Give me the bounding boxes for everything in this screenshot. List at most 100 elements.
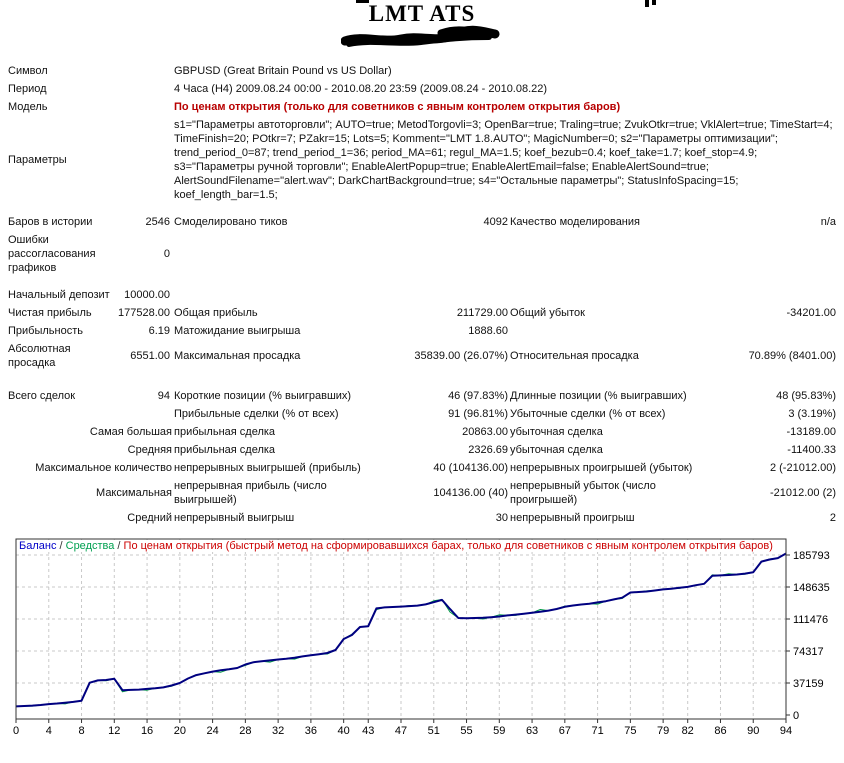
x-tick-label: 90 bbox=[747, 725, 759, 737]
stat-value: 10000.00 bbox=[124, 289, 170, 301]
stat-value: 48 (95.83%) bbox=[776, 390, 837, 402]
stats-row: Начальный депозит 10000.00 bbox=[8, 277, 838, 304]
stat-label: Абсолютная просадка bbox=[8, 343, 71, 369]
strategy-tester-report-table: Символ GBPUSD (Great Britain Pound vs US … bbox=[8, 62, 838, 527]
stat-label-value: Прибыльность 6.19 bbox=[8, 322, 174, 340]
balance-line bbox=[15, 552, 787, 708]
x-tick-label: 94 bbox=[780, 725, 792, 737]
stat-value: По ценам открытия (только для советников… bbox=[174, 101, 621, 113]
stat-label bbox=[174, 277, 380, 304]
stat-label: непрерывный выигрыш bbox=[174, 512, 295, 524]
x-tick-label: 86 bbox=[714, 725, 726, 737]
stat-value: n/a bbox=[820, 216, 837, 228]
stat-label-value: Чистая прибыль 177528.00 bbox=[8, 304, 174, 322]
y-tick-label: 185793 bbox=[793, 550, 830, 562]
x-tick-label: 75 bbox=[624, 725, 636, 737]
stat-value bbox=[710, 322, 838, 340]
stats-row: Прибыльные сделки (% от всех) 91 (96.81%)… bbox=[8, 405, 838, 423]
stat-label: Убыточные сделки (% от всех) bbox=[510, 408, 666, 420]
cropped-text-fragment bbox=[356, 0, 369, 3]
cropped-text-fragment bbox=[645, 0, 649, 7]
stats-row: Баров в истории 2546 Смоделировано тиков 40… bbox=[8, 204, 838, 231]
stat-value bbox=[380, 277, 510, 304]
legend-separator: / bbox=[56, 540, 66, 552]
stats-row: Средний непрерывный выигрыш 30 непрерывный … bbox=[8, 509, 838, 527]
report-header: LMT ATS bbox=[0, 0, 844, 62]
x-tick-label: 71 bbox=[591, 725, 603, 737]
stat-value: 4 Часа (H4) 2009.08.24 00:00 - 2010.08.2… bbox=[174, 83, 548, 95]
stat-label: Максимальная bbox=[96, 487, 172, 499]
x-tick-label: 51 bbox=[428, 725, 440, 737]
stat-label: Прибыльность bbox=[8, 325, 83, 337]
stat-value: 2326.69 bbox=[468, 444, 508, 456]
stat-label: Средний bbox=[127, 512, 172, 524]
x-tick-label: 0 bbox=[13, 725, 19, 737]
stat-value: -34201.00 bbox=[786, 307, 837, 319]
x-tick-label: 47 bbox=[395, 725, 407, 737]
stat-label: Относительная просадка bbox=[510, 350, 639, 362]
stat-value: 70.89% (8401.00) bbox=[748, 350, 837, 362]
stats-row: Абсолютная просадка 6551.00 Максимальная п… bbox=[8, 340, 838, 372]
stat-value: 3 (3.19%) bbox=[788, 408, 837, 420]
x-tick-label: 79 bbox=[657, 725, 669, 737]
x-tick-label: 43 bbox=[362, 725, 374, 737]
stat-label: Самая большая bbox=[89, 426, 172, 438]
x-tick-label: 20 bbox=[174, 725, 186, 737]
stat-label: Общая прибыль bbox=[174, 307, 258, 319]
stat-label bbox=[174, 231, 380, 277]
stats-row: Параметры s1="Параметры автоторговли"; AU… bbox=[8, 116, 838, 204]
stat-label-value: Ошибки рассогласования графиков 0 bbox=[8, 231, 174, 277]
x-tick-label: 28 bbox=[239, 725, 251, 737]
x-tick-label: 4 bbox=[46, 725, 52, 737]
legend-balance-label: Баланс bbox=[19, 540, 57, 552]
stat-value bbox=[710, 277, 838, 304]
x-tick-label: 12 bbox=[108, 725, 120, 737]
stat-label: Общий убыток bbox=[510, 307, 585, 319]
stat-label: прибыльная сделка bbox=[174, 444, 276, 456]
stat-value: -11400.33 bbox=[787, 444, 837, 456]
stat-label: Начальный депозит bbox=[8, 289, 110, 301]
stat-value: 40 (104136.00) bbox=[433, 462, 508, 474]
stat-label: Максимальное количество bbox=[35, 462, 172, 474]
x-tick-label: 16 bbox=[141, 725, 153, 737]
legend-model-label: По ценам открытия (быстрый метод на сфор… bbox=[123, 540, 773, 552]
cropped-text-fragment bbox=[652, 0, 656, 5]
stat-label-value: Всего сделок 94 bbox=[8, 372, 174, 405]
y-tick-label: 37159 bbox=[793, 678, 824, 690]
stat-value bbox=[380, 231, 510, 277]
stat-label: Период bbox=[8, 83, 47, 95]
stat-value bbox=[710, 231, 838, 277]
stat-label: Параметры bbox=[8, 154, 67, 166]
stats-row: Период 4 Часа (H4) 2009.08.24 00:00 - 201… bbox=[8, 80, 838, 98]
stats-row: Модель По ценам открытия (только для сове… bbox=[8, 98, 838, 116]
stat-label: Баров в истории bbox=[8, 216, 93, 228]
stat-value: -21012.00 (2) bbox=[769, 487, 837, 499]
x-tick-label: 8 bbox=[78, 725, 84, 737]
stat-value: 30 bbox=[495, 512, 508, 524]
x-tick-label: 82 bbox=[682, 725, 694, 737]
stat-label: Символ bbox=[8, 65, 48, 77]
stats-row: Максимальная непрерывная прибыль (число в… bbox=[8, 477, 838, 509]
legend-separator: / bbox=[114, 540, 124, 552]
stat-value: GBPUSD (Great Britain Pound vs US Dollar… bbox=[174, 65, 392, 77]
stat-label: непрерывных выигрышей (прибыль) bbox=[174, 462, 361, 474]
stat-value: 35839.00 (26.07%) bbox=[414, 350, 508, 362]
redaction-scribble bbox=[341, 25, 500, 47]
stat-label-value: Абсолютная просадка 6551.00 bbox=[8, 340, 174, 372]
stat-value: 6551.00 bbox=[130, 350, 170, 362]
x-tick-label: 55 bbox=[460, 725, 472, 737]
x-tick-label: 32 bbox=[272, 725, 284, 737]
stat-label: Качество моделирования bbox=[510, 216, 640, 228]
x-tick-label: 40 bbox=[338, 725, 350, 737]
stat-value: 2546 bbox=[145, 216, 170, 228]
stat-label: Чистая прибыль bbox=[8, 307, 92, 319]
stat-label: Длинные позиции (% выигравших) bbox=[510, 390, 687, 402]
legend-equity-label: Средства bbox=[65, 540, 115, 552]
stats-row: Всего сделок 94 Короткие позиции (% выигра… bbox=[8, 372, 838, 405]
stat-value: 91 (96.81%) bbox=[448, 408, 508, 420]
stats-row: Прибыльность 6.19 Матожидание выигрыша 1888… bbox=[8, 322, 838, 340]
y-tick-label: 0 bbox=[793, 710, 799, 722]
stat-label: Модель bbox=[8, 101, 48, 113]
stat-value: 94 bbox=[157, 390, 170, 402]
x-tick-label: 59 bbox=[493, 725, 505, 737]
